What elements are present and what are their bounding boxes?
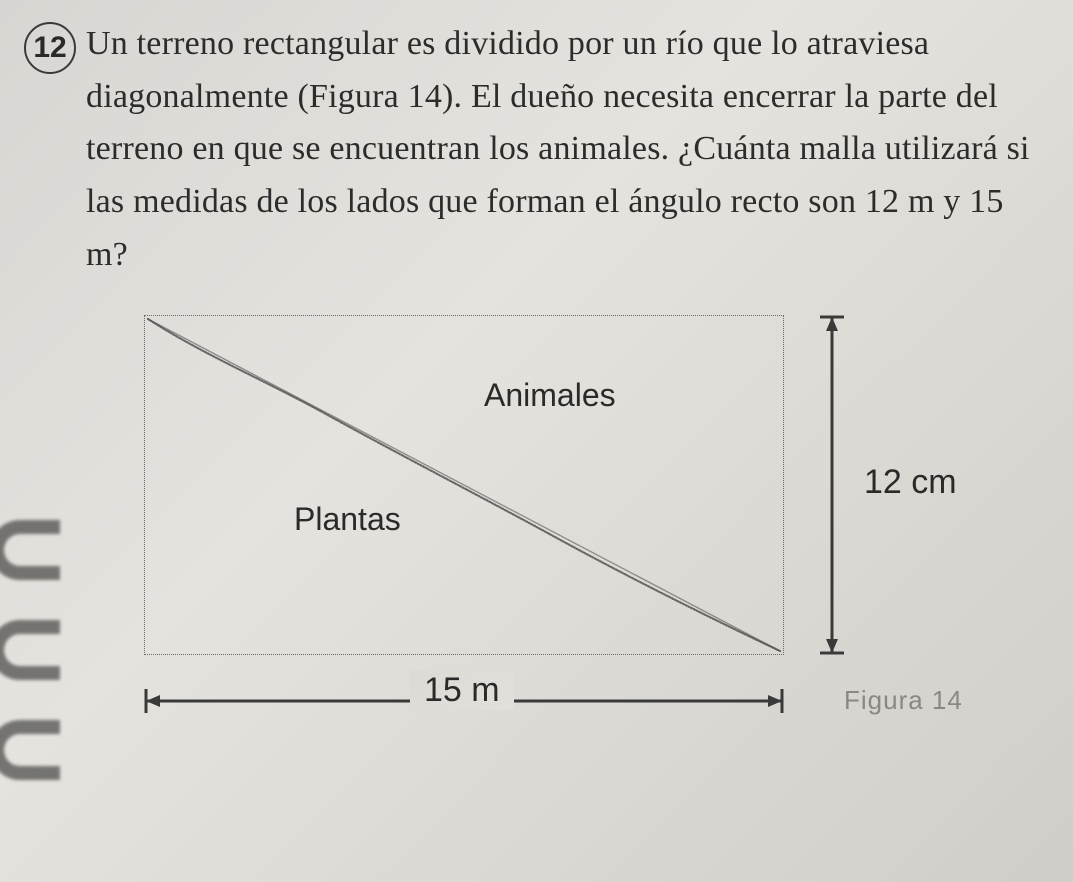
dim-label-right: 12 cm — [864, 463, 957, 502]
problem-block: 12 Un terreno rectangular es dividido po… — [24, 18, 1033, 281]
region-label-plantas: Plantas — [294, 501, 401, 538]
binding-ring — [0, 620, 60, 680]
problem-number: 12 — [33, 31, 66, 65]
binding-ring — [0, 520, 60, 580]
dim-bracket-right — [814, 309, 854, 661]
land-rectangle — [144, 315, 784, 655]
dim-label-bottom: 15 m — [410, 671, 514, 710]
page: 12 Un terreno rectangular es dividido po… — [0, 0, 1073, 882]
region-label-animales: Animales — [484, 377, 616, 414]
figure-14: Animales Plantas 12 cm 15 m Figura 14 — [144, 315, 1004, 735]
problem-number-circle: 12 — [24, 22, 76, 74]
figure-caption: Figura 14 — [844, 685, 963, 716]
binding-ring — [0, 720, 60, 780]
problem-stem: Un terreno rectangular es dividido por u… — [86, 18, 1033, 281]
spiral-binding — [0, 520, 60, 820]
